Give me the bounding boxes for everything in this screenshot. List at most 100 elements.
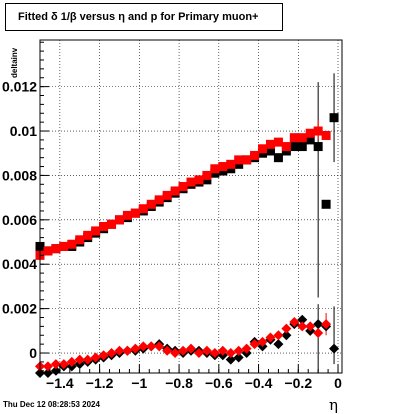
square-marker [297,133,307,143]
diamond-marker [186,343,196,354]
x-axis-label: η [329,396,338,414]
square-marker [313,142,323,152]
diamond-marker [305,321,316,332]
diamond-marker [297,321,308,332]
square-marker [273,153,283,163]
x-tick-label: −1.4 [46,375,74,391]
square-marker [114,215,124,225]
diamond-marker [249,339,260,350]
diamond-marker [130,343,141,354]
diamond-marker [273,339,284,350]
square-marker [122,210,132,220]
y-tick-label: 0.012 [2,79,37,95]
diamond-marker [217,345,228,356]
square-marker [99,221,109,231]
x-tick-label: 0 [334,375,342,391]
diamond-marker [114,345,125,356]
diamond-marker [265,332,276,343]
diamond-marker [313,328,324,339]
y-axis-label: deltainv [10,47,19,78]
square-marker [289,142,299,152]
square-marker [154,195,164,205]
diamond-marker [90,352,101,363]
diamond-marker [281,330,292,341]
square-marker [162,190,172,200]
diamond-marker [98,350,109,361]
diamond-marker [42,361,53,372]
square-marker [51,244,61,254]
square-marker [258,144,268,154]
diamond-marker [58,359,69,370]
square-marker [107,219,117,229]
y-tick-label: 0.006 [2,212,37,228]
y-tick-label: 0.01 [10,123,37,139]
square-marker [130,208,140,218]
diamond-marker [321,319,332,330]
diamond-marker [170,348,181,359]
diamond-marker [241,343,252,354]
square-marker [186,177,196,187]
diamond-marker [225,354,236,365]
square-marker [305,135,315,145]
diamond-marker [122,345,133,356]
diamond-marker [82,354,93,365]
diamond-marker [162,345,173,356]
diamond-marker [209,348,220,359]
square-marker [67,239,77,249]
diamond-marker [146,341,157,352]
square-marker [59,241,69,251]
tick-labels: −1.4 −1.2 −1 −0.8 −0.6 −0.4 −0.2 0 0 0.002 0.004 0.… [2,79,342,391]
square-marker [43,246,53,256]
square-marker [321,199,331,209]
square-marker [146,199,156,209]
diamond-marker [233,345,244,356]
diamond-marker [74,354,85,365]
y-tick-label: 0.008 [2,167,37,183]
diamond-marker [66,356,77,367]
square-marker [210,164,220,174]
square-marker [250,150,260,160]
diamond-marker [50,359,61,370]
chart-title: Fitted δ 1/β versus η and p for Primary … [5,3,283,31]
footer-timestamp: Thu Dec 12 08:28:53 2024 [3,400,100,409]
square-marker [265,139,275,149]
diamond-marker [289,316,300,327]
diamond-marker [178,345,189,356]
x-tick-label: −1 [131,375,147,391]
square-marker [234,155,244,165]
diamond-marker [154,341,165,352]
square-marker [178,182,188,192]
x-tick-label: −0.4 [245,375,273,391]
x-tick-label: −0.2 [284,375,312,391]
x-tick-label: −0.8 [165,375,193,391]
square-marker [265,146,275,156]
square-marker [242,155,252,165]
square-marker [297,142,307,152]
data-markers [35,113,340,378]
diamond-marker [233,352,244,363]
diamond-marker [313,319,324,330]
square-marker [273,137,283,147]
square-marker [170,186,180,196]
square-marker [226,159,236,169]
diamond-marker [297,314,308,325]
square-marker [218,162,228,172]
y-tick-label: 0.004 [2,256,37,272]
y-tick-label: 0 [29,345,37,361]
x-tick-label: −1.2 [86,375,114,391]
square-marker [83,230,93,240]
x-tick-label: −0.6 [205,375,233,391]
diamond-marker [201,345,212,356]
diamond-marker [273,330,284,341]
square-marker [313,126,323,136]
square-marker [138,204,148,214]
square-marker [194,175,204,185]
diamond-marker [281,323,292,334]
square-marker [91,226,101,236]
square-marker [202,170,212,180]
diamond-marker [257,336,268,347]
y-tick-label: 0.002 [2,301,37,317]
plot-frame [39,39,343,374]
square-marker [329,113,339,123]
